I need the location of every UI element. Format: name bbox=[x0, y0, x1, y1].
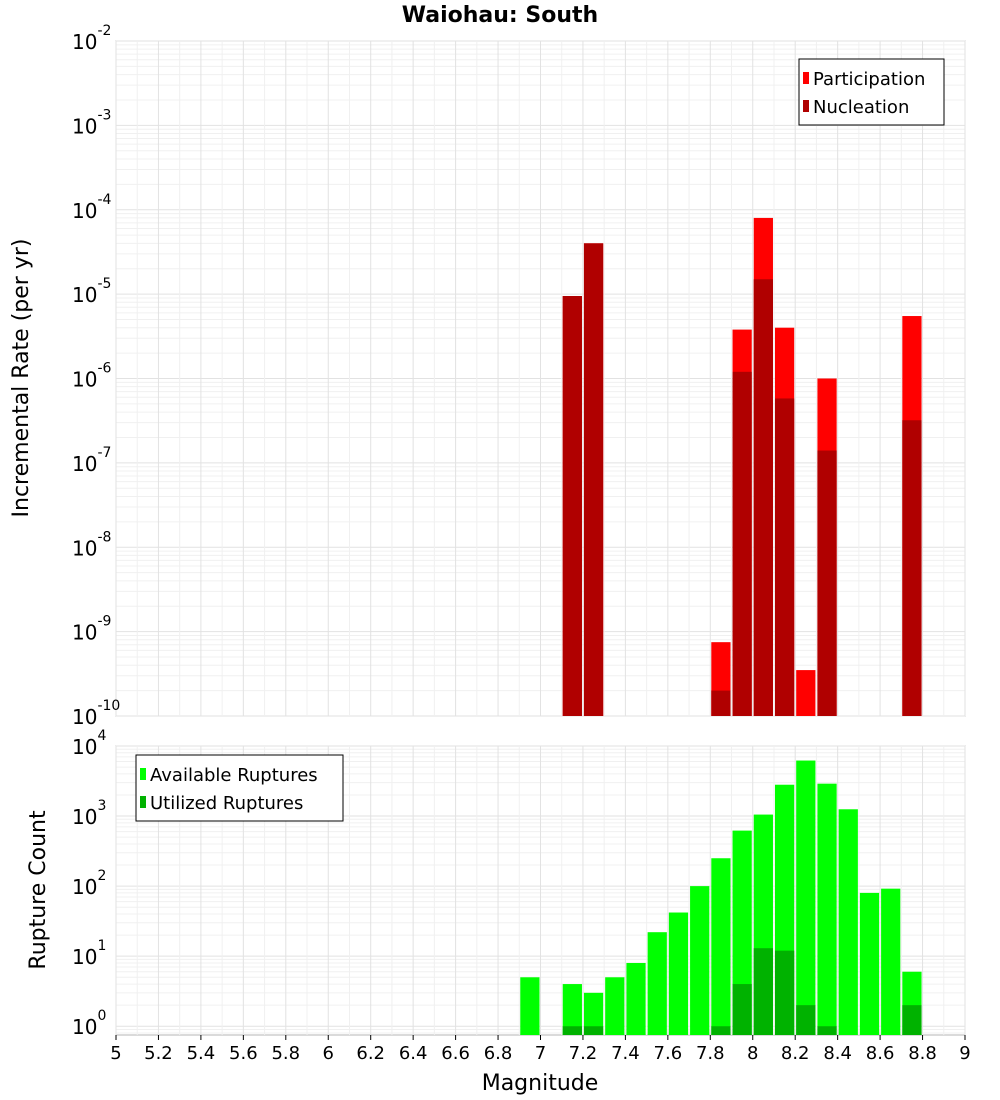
x-tick-label: 7.6 bbox=[654, 1043, 683, 1064]
count-legend-box bbox=[135, 754, 344, 822]
count-bar-available-ruptures bbox=[520, 977, 540, 1035]
rate-legend-label: Nucleation bbox=[813, 97, 909, 118]
rate-y-tick-label: 10-6 bbox=[72, 361, 112, 392]
x-tick-label: 5.8 bbox=[271, 1043, 300, 1064]
rate-y-tick-label: 10-8 bbox=[72, 529, 111, 560]
count-y-tick-label: 104 bbox=[72, 728, 106, 759]
x-tick-label: 7.4 bbox=[611, 1043, 640, 1064]
rate-bar-participation bbox=[796, 670, 816, 716]
rate-bar-nucleation bbox=[774, 398, 795, 716]
count-bar-available-ruptures bbox=[605, 977, 625, 1035]
count-y-ticks: 100 101 102 103 104 bbox=[72, 728, 106, 1039]
count-y-tick-label: 103 bbox=[72, 798, 106, 829]
x-tick-label: 6 bbox=[323, 1043, 334, 1064]
count-y-tick-label: 102 bbox=[72, 868, 106, 899]
rate-bar-nucleation bbox=[583, 243, 604, 717]
x-tick-label: 6.8 bbox=[484, 1043, 513, 1064]
x-axis-title: Magnitude bbox=[482, 1071, 599, 1096]
count-bar-available-ruptures bbox=[859, 892, 880, 1035]
x-tick-label: 8 bbox=[747, 1043, 758, 1064]
rate-y-tick-label: 10-3 bbox=[72, 107, 111, 138]
x-ticks: 5 5.2 5.4 5.6 5.8 6 6.2 6.4 6.6 6.8 7 7.2 7.4 7.6 7.8 8… bbox=[110, 1035, 971, 1064]
count-bar-available-ruptures bbox=[817, 783, 837, 1035]
x-tick-label: 9 bbox=[959, 1043, 970, 1064]
x-tick-label: 5.4 bbox=[187, 1043, 216, 1064]
rate-panel: 10-10 10-9 10-8 10-7 10-6 10-5 10-4 10-3 10-2 In… bbox=[9, 23, 966, 729]
rate-bar-nucleation bbox=[562, 296, 582, 716]
x-tick-label: 5 bbox=[110, 1043, 121, 1064]
count-legend-swatch bbox=[140, 796, 146, 808]
x-tick-label: 7.2 bbox=[569, 1043, 598, 1064]
x-tick-label: 5.2 bbox=[144, 1043, 173, 1064]
count-bar-available-ruptures bbox=[583, 992, 604, 1035]
count-legend-label: Available Ruptures bbox=[150, 765, 318, 786]
x-tick-label: 6.4 bbox=[399, 1043, 428, 1064]
rate-y-tick-label: 10-10 bbox=[72, 698, 120, 729]
rate-legend-box bbox=[798, 58, 945, 126]
count-bar-utilized-ruptures bbox=[562, 1026, 582, 1035]
count-bar-available-ruptures bbox=[690, 886, 710, 1035]
count-bar-utilized-ruptures bbox=[796, 1005, 816, 1035]
count-bar-available-ruptures bbox=[647, 932, 667, 1035]
rate-bars bbox=[562, 217, 922, 717]
rate-y-tick-label: 10-9 bbox=[72, 614, 111, 645]
count-bar-available-ruptures bbox=[838, 809, 858, 1035]
count-bar-available-ruptures bbox=[732, 830, 752, 1035]
count-bar-available-ruptures bbox=[668, 912, 689, 1035]
x-tick-label: 8.2 bbox=[781, 1043, 810, 1064]
x-tick-label: 7.8 bbox=[696, 1043, 725, 1064]
rate-bar-nucleation bbox=[817, 450, 837, 716]
x-tick-label: 8.6 bbox=[866, 1043, 895, 1064]
rate-y-tick-label: 10-7 bbox=[72, 445, 111, 476]
count-bar-utilized-ruptures bbox=[732, 984, 752, 1035]
count-bar-available-ruptures bbox=[626, 962, 646, 1035]
rate-legend: Participation Nucleation bbox=[798, 58, 945, 126]
rate-bar-nucleation bbox=[711, 690, 731, 716]
x-tick-label: 8.4 bbox=[823, 1043, 852, 1064]
count-legend: Available Ruptures Utilized Ruptures bbox=[135, 754, 344, 822]
count-legend-label: Utilized Ruptures bbox=[150, 793, 303, 814]
x-tick-label: 7 bbox=[535, 1043, 546, 1064]
count-bar-available-ruptures bbox=[562, 984, 582, 1035]
rate-y-tick-label: 10-5 bbox=[72, 276, 111, 307]
count-y-axis-title: Rupture Count bbox=[26, 810, 51, 970]
count-panel: 100 101 102 103 104 5 5.2 5.4 5.6 5.8 6 6.2 6.4 6.6 6… bbox=[26, 728, 971, 1096]
rate-bar-nucleation bbox=[732, 371, 752, 716]
count-bar-utilized-ruptures bbox=[902, 1005, 922, 1035]
count-bar-utilized-ruptures bbox=[817, 1026, 837, 1035]
x-tick-label: 6.6 bbox=[441, 1043, 470, 1064]
x-tick-label: 8.8 bbox=[908, 1043, 937, 1064]
count-bar-utilized-ruptures bbox=[753, 948, 773, 1035]
rate-y-tick-label: 10-2 bbox=[72, 23, 111, 54]
rate-legend-swatch bbox=[803, 72, 809, 84]
count-bar-utilized-ruptures bbox=[711, 1026, 731, 1035]
rate-bar-nucleation bbox=[753, 279, 773, 716]
x-tick-label: 5.6 bbox=[229, 1043, 258, 1064]
count-legend-swatch bbox=[140, 768, 146, 780]
count-bar-available-ruptures bbox=[711, 858, 731, 1035]
x-tick-label: 6.2 bbox=[356, 1043, 385, 1064]
rate-legend-swatch bbox=[803, 100, 809, 112]
count-y-tick-label: 100 bbox=[72, 1008, 106, 1039]
rate-legend-label: Participation bbox=[813, 69, 925, 90]
count-y-tick-label: 101 bbox=[72, 938, 106, 969]
count-bars bbox=[520, 760, 922, 1035]
rate-y-tick-label: 10-4 bbox=[72, 192, 112, 223]
count-bar-available-ruptures bbox=[796, 760, 816, 1035]
count-bar-utilized-ruptures bbox=[583, 1026, 604, 1035]
rate-bar-nucleation bbox=[902, 420, 922, 716]
rate-y-axis-title: Incremental Rate (per yr) bbox=[9, 239, 34, 518]
rate-grid bbox=[115, 40, 966, 717]
rate-y-ticks: 10-10 10-9 10-8 10-7 10-6 10-5 10-4 10-3 10-2 bbox=[72, 23, 120, 729]
count-bar-utilized-ruptures bbox=[774, 950, 795, 1035]
count-bar-available-ruptures bbox=[881, 888, 901, 1035]
chart-title: Waiohau: South bbox=[402, 3, 598, 28]
